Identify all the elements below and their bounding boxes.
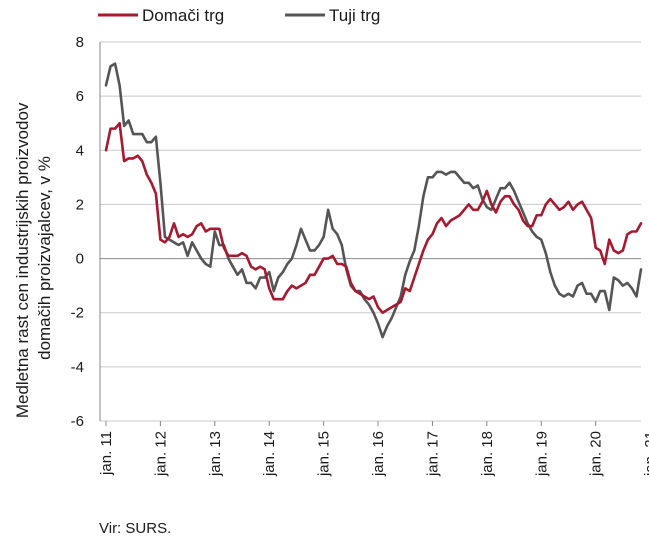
x-axis: jan. 11 jan. 12 jan. 13 jan. 14 jan. 15 jan. …: [98, 42, 649, 477]
series-line-tuji: [104, 62, 643, 339]
x-tick-label: jan. 15: [316, 431, 333, 477]
y-axis-label: Medletna rast cen industrijskih proizvod…: [13, 98, 54, 418]
x-tick-label: jan. 12: [152, 431, 169, 477]
x-tick-label: jan. 18: [479, 431, 496, 477]
x-tick-label: jan. 17: [424, 431, 441, 477]
y-axis-ticks: 8 6 4 2 0 -2 -4 -6: [71, 34, 84, 430]
x-tick-label: jan. 20: [588, 431, 605, 477]
x-tick-label: jan. 19: [533, 431, 550, 477]
y-tick-label: -2: [71, 305, 84, 322]
legend-label-domaci: Domači trg: [142, 6, 224, 25]
y-tick-label: 6: [76, 88, 84, 105]
y-axis-label-line-1: Medletna rast cen industrijskih proizvod…: [13, 102, 32, 418]
series-lines: [104, 62, 643, 339]
y-axis-label-line-2: domačih proizvajalcev, v %: [35, 156, 54, 360]
y-tick-label: -4: [71, 359, 84, 376]
x-tick-label: jan. 16: [370, 431, 387, 477]
x-tick-label: jan. 21: [642, 431, 649, 477]
legend-label-tuji: Tuji trg: [329, 6, 380, 25]
y-tick-label: -6: [71, 413, 84, 430]
gridlines: [100, 41, 641, 422]
x-tick-label: jan. 13: [207, 431, 224, 477]
y-tick-label: 0: [76, 251, 84, 268]
source-note: Vir: SURS.: [99, 520, 172, 537]
x-tick-label: jan. 11: [98, 431, 115, 476]
y-tick-label: 8: [76, 34, 84, 51]
y-tick-label: 2: [76, 196, 84, 213]
y-tick-label: 4: [76, 142, 84, 159]
legend: Domači trg Tuji trg: [98, 6, 380, 25]
series-line-domaci: [104, 121, 643, 315]
x-tick-label: jan. 14: [261, 431, 278, 477]
